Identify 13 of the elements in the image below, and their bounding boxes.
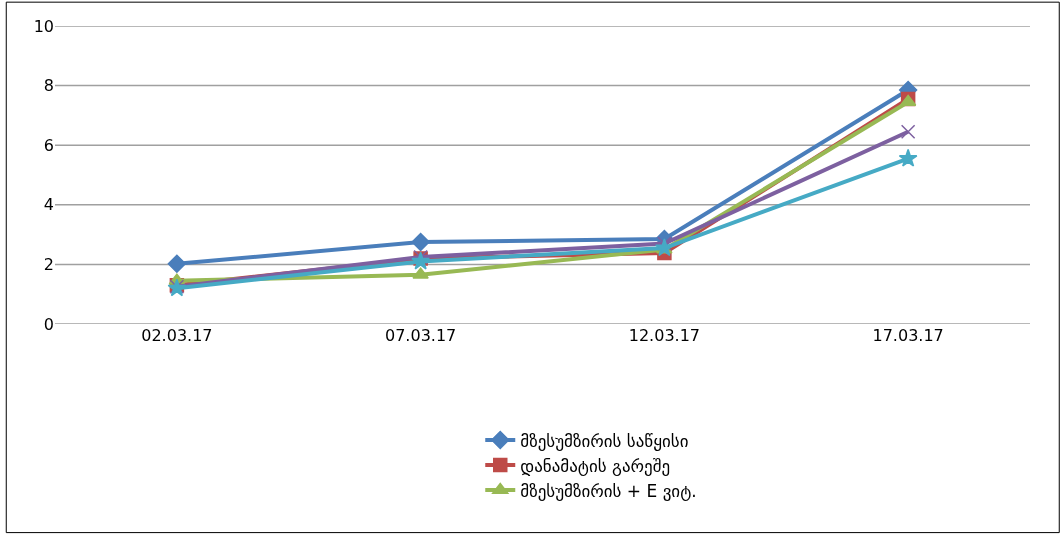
legend-label: მზესუმზირის საწყისი [520, 430, 689, 451]
legend-label: მზესუმზირის + E ვიტ. [520, 480, 697, 501]
y-tick-label: 6 [43, 135, 54, 155]
x-tick-label: 07.03.17 [385, 326, 457, 345]
x-tick-label: 02.03.17 [141, 326, 213, 345]
y-tick-label: 2 [43, 255, 54, 274]
y-tick-label: 8 [43, 76, 54, 96]
y-tick-label: 10 [33, 16, 54, 36]
y-tick-label: 4 [43, 195, 54, 215]
x-tick-label: 12.03.17 [628, 326, 701, 345]
y-tick-label: 0 [43, 314, 54, 334]
legend-label: დანამატის გარეშე [520, 455, 671, 476]
x-tick-label: 17.03.17 [872, 326, 944, 345]
